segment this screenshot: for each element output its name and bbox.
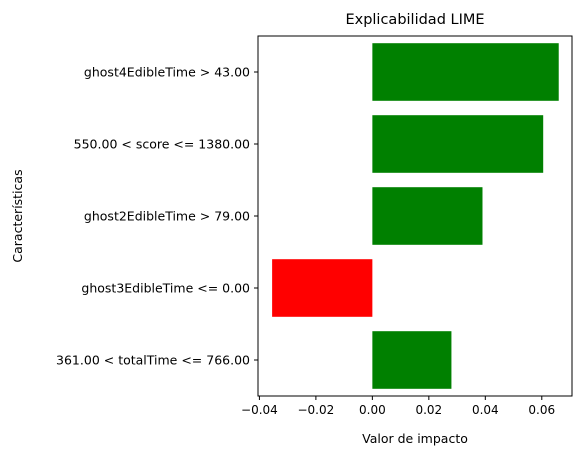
x-tick-label-4: 0.04: [472, 403, 499, 417]
x-tick-label-1: −0.02: [297, 403, 334, 417]
bar-0: [372, 43, 559, 101]
y-tick-label-1: 550.00 < score <= 1380.00: [74, 137, 250, 152]
y-tick-label-2: ghost2EdibleTime > 79.00: [84, 209, 250, 224]
axis-layer: ghost4EdibleTime > 43.00 550.00 < score <…: [56, 65, 555, 418]
x-tick-label-5: 0.06: [528, 403, 555, 417]
x-axis-label: Valor de impacto: [362, 431, 468, 446]
y-tick-label-4: 361.00 < totalTime <= 766.00: [56, 353, 250, 368]
y-tick-label-0: ghost4EdibleTime > 43.00: [84, 65, 250, 80]
bar-2: [372, 187, 483, 245]
y-axis-label: Características: [10, 169, 25, 262]
x-tick-label-3: 0.02: [415, 403, 442, 417]
bar-1: [372, 115, 544, 173]
x-tick-label-0: −0.04: [241, 403, 278, 417]
chart-title: Explicabilidad LIME: [345, 12, 484, 28]
y-tick-label-3: ghost3EdibleTime <= 0.00: [81, 281, 250, 296]
plot-frame: [257, 35, 573, 397]
bar-4: [372, 331, 452, 389]
bars-layer: [272, 43, 559, 389]
bar-3: [272, 259, 373, 317]
x-tick-label-2: 0.00: [359, 403, 386, 417]
